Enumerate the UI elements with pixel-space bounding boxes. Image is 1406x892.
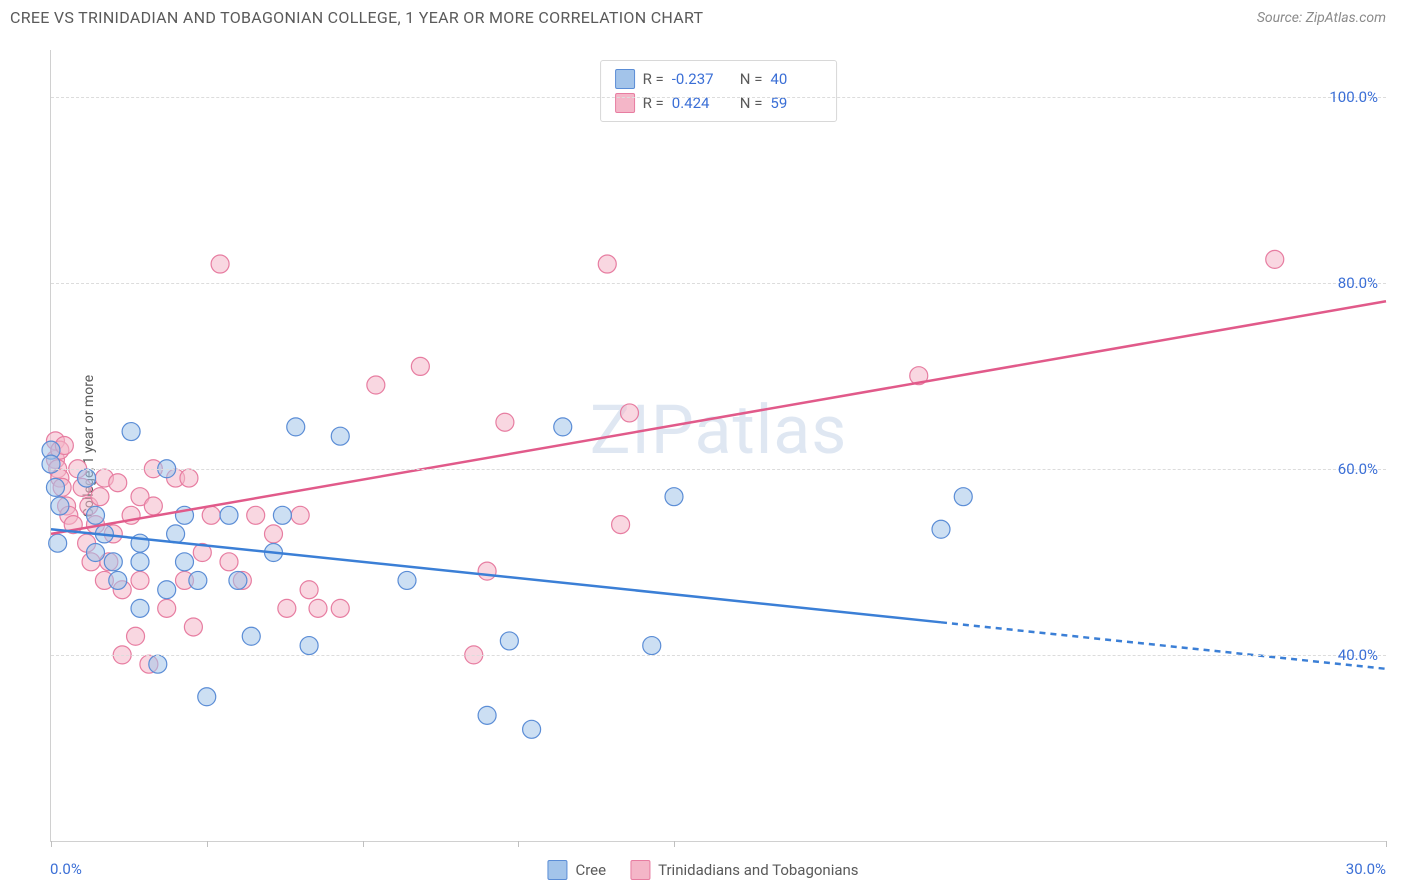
trinidad-point	[158, 599, 176, 617]
x-tick	[1386, 841, 1387, 847]
trinidad-point	[144, 497, 162, 515]
correlation-row: R =0.424N =59	[615, 91, 823, 115]
cree-point	[500, 632, 518, 650]
cree-point	[49, 534, 67, 552]
trinidad-point	[300, 581, 318, 599]
scatter-chart: ZIPatlas R =-0.237N =40R =0.424N =59 40.…	[50, 50, 1386, 842]
y-tick-label: 80.0%	[1338, 274, 1378, 292]
cree-point	[104, 553, 122, 571]
cree-point	[78, 469, 96, 487]
y-tick-label: 100.0%	[1329, 88, 1378, 106]
cree-point	[189, 571, 207, 589]
cree-point	[287, 418, 305, 436]
cree-point	[242, 627, 260, 645]
cree-point	[300, 637, 318, 655]
n-label: N =	[740, 70, 763, 88]
gridline	[51, 469, 1386, 470]
correlation-row: R = -0.237 N = 40	[615, 67, 823, 91]
trinidad-point	[211, 255, 229, 273]
trinidad-point	[478, 562, 496, 580]
cree-point	[46, 478, 64, 496]
correlation-legend-box: R = -0.237 N = 40 R =0.424N =59	[600, 60, 838, 122]
cree-point	[554, 418, 572, 436]
cree-point	[87, 506, 105, 524]
cree-point	[665, 488, 683, 506]
trinidad-point	[1266, 250, 1284, 268]
trinidad-point	[127, 627, 145, 645]
trinidad-point	[291, 506, 309, 524]
cree-trend-line-dashed	[941, 622, 1386, 669]
n-value: 40	[770, 70, 822, 88]
cree-point	[478, 706, 496, 724]
trinidad-point	[202, 506, 220, 524]
legend-item: Cree	[547, 860, 606, 880]
trinidad-point	[109, 474, 127, 492]
cree-point	[198, 688, 216, 706]
trinidad-point	[612, 516, 630, 534]
trinidad-point	[621, 404, 639, 422]
cree-point	[643, 637, 661, 655]
cree-point	[131, 599, 149, 617]
legend-swatch	[630, 860, 650, 880]
chart-title: CREE VS TRINIDADIAN AND TOBAGONIAN COLLE…	[10, 8, 703, 27]
r-label: R =	[643, 70, 664, 88]
cree-point	[158, 581, 176, 599]
plot-svg	[51, 50, 1386, 841]
trinidad-point	[496, 413, 514, 431]
cree-point	[131, 553, 149, 571]
trinidad-point	[131, 571, 149, 589]
legend-swatch	[615, 69, 635, 89]
cree-point	[122, 423, 140, 441]
trinidad-point	[265, 525, 283, 543]
trinidad-point	[247, 506, 265, 524]
trinidad-point	[411, 357, 429, 375]
cree-point	[167, 525, 185, 543]
cree-point	[523, 720, 541, 738]
legend-swatch	[547, 860, 567, 880]
legend-label: Trinidadians and Tobagonians	[658, 861, 858, 879]
gridline	[51, 97, 1386, 98]
series-legend: Cree Trinidadians and Tobagonians	[547, 860, 858, 880]
x-tick-label: 0.0%	[50, 860, 82, 878]
y-tick-label: 40.0%	[1338, 646, 1378, 664]
trinidad-point	[331, 599, 349, 617]
trinidad-point	[220, 553, 238, 571]
trinidad-point	[598, 255, 616, 273]
x-tick	[51, 841, 52, 847]
gridline	[51, 283, 1386, 284]
cree-point	[398, 571, 416, 589]
cree-point	[149, 655, 167, 673]
source-attribution: Source: ZipAtlas.com	[1257, 10, 1386, 26]
cree-point	[220, 506, 238, 524]
trinidad-point	[278, 599, 296, 617]
trinidad-point	[180, 469, 198, 487]
cree-point	[51, 497, 69, 515]
trinidad-point	[309, 599, 327, 617]
cree-point	[87, 544, 105, 562]
x-tick	[518, 841, 519, 847]
y-tick-label: 60.0%	[1338, 460, 1378, 478]
trinidad-point	[184, 618, 202, 636]
trinidad-trend-line	[51, 301, 1386, 534]
cree-point	[42, 455, 60, 473]
legend-item: Trinidadians and Tobagonians	[630, 860, 858, 880]
cree-point	[273, 506, 291, 524]
trinidad-point	[91, 488, 109, 506]
x-tick	[363, 841, 364, 847]
legend-label: Cree	[575, 861, 606, 879]
x-tick-label: 30.0%	[1346, 860, 1386, 878]
trinidad-point	[367, 376, 385, 394]
cree-point	[109, 571, 127, 589]
x-tick	[207, 841, 208, 847]
cree-point	[932, 520, 950, 538]
x-tick	[674, 841, 675, 847]
cree-point	[229, 571, 247, 589]
cree-point	[331, 427, 349, 445]
cree-point	[954, 488, 972, 506]
r-value: -0.237	[672, 70, 724, 88]
cree-point	[176, 553, 194, 571]
gridline	[51, 655, 1386, 656]
